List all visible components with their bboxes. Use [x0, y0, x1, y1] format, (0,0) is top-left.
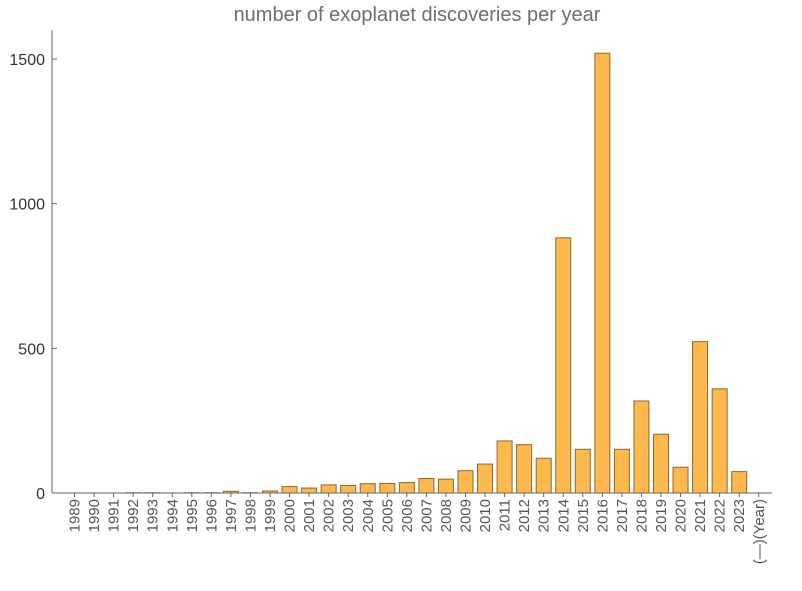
x-ticks: 1989 1990 1991 1992 1993 1994 1995 1996 1997 1998…: [67, 493, 768, 564]
x-tick-label: 2010: [477, 499, 494, 532]
y-tick-label: 1500: [9, 52, 45, 69]
bar-2005: [379, 482, 396, 494]
x-tick-label: 2021: [692, 499, 709, 532]
x-tick-label: 2020: [673, 499, 690, 532]
bar-2013: [535, 457, 552, 494]
y-ticks: 0 500 1000 1500: [9, 52, 57, 503]
x-tick-label: 2002: [321, 499, 338, 532]
x-tick-label: 2013: [536, 499, 553, 532]
y-tick-label: 500: [18, 341, 45, 358]
bar-2008: [437, 478, 454, 494]
bar-2014: [555, 237, 572, 494]
x-tick-label: 1998: [242, 499, 259, 532]
chart-title: number of exoplanet discoveries per year: [234, 4, 601, 26]
bar-2012: [516, 444, 533, 494]
bar-2022: [711, 388, 728, 494]
x-tick-label: 1997: [223, 499, 240, 532]
x-tick-label: 1995: [184, 499, 201, 532]
x-tick-label: 2015: [575, 499, 592, 532]
bar-2003: [340, 484, 357, 494]
x-tick-label: 2011: [497, 499, 514, 531]
x-tick-label: 2019: [653, 499, 670, 532]
x-tick-label: 2014: [555, 499, 572, 532]
x-tick-label: 2004: [360, 499, 377, 532]
x-tick-label: (—)(Year): [751, 499, 768, 564]
x-tick-label: 2017: [614, 499, 631, 532]
x-tick-label: 2016: [594, 499, 611, 532]
bar-2001: [301, 487, 318, 494]
bar-2000: [281, 486, 298, 494]
x-tick-label: 1994: [164, 499, 181, 532]
bar-2020: [672, 466, 689, 494]
bar-2018: [633, 400, 650, 494]
bar-2011: [496, 440, 513, 494]
x-tick-label: 1993: [145, 499, 162, 532]
bar-2009: [457, 470, 474, 494]
x-tick-label: 2000: [282, 499, 299, 532]
bar-2010: [477, 463, 494, 494]
x-tick-label: 2023: [731, 499, 748, 532]
bar-2019: [653, 433, 669, 494]
x-tick-label: 1992: [125, 499, 142, 532]
y-tick-label: 0: [36, 486, 45, 503]
bar-2007: [418, 478, 435, 494]
x-tick-label: 1996: [203, 499, 220, 532]
bar-2017: [613, 448, 630, 494]
x-tick-label: 2009: [458, 499, 475, 532]
bar-2006: [398, 482, 415, 494]
x-tick-label: 2008: [438, 499, 455, 532]
x-tick-label: 2001: [301, 499, 318, 532]
bar-2002: [320, 484, 337, 494]
x-tick-label: 2022: [712, 499, 729, 532]
y-tick-label: 1000: [9, 197, 45, 214]
bar-2016: [594, 52, 611, 494]
x-tick-label: 1999: [262, 499, 279, 532]
bar-2004: [359, 483, 376, 494]
bar-2021: [692, 341, 709, 494]
x-tick-label: 1989: [67, 499, 84, 532]
x-tick-label: 2018: [633, 499, 650, 532]
x-tick-label: 1990: [86, 499, 103, 532]
x-tick-label: 2003: [340, 499, 357, 532]
x-tick-label: 2006: [399, 499, 416, 532]
bar-2015: [574, 448, 591, 494]
bar-2023: [731, 471, 748, 494]
x-tick-label: 2007: [418, 499, 435, 532]
x-tick-label: 2012: [516, 499, 533, 532]
x-tick-label: 2005: [379, 499, 396, 532]
x-tick-label: 1991: [106, 499, 123, 532]
bars-layer: [125, 52, 748, 494]
